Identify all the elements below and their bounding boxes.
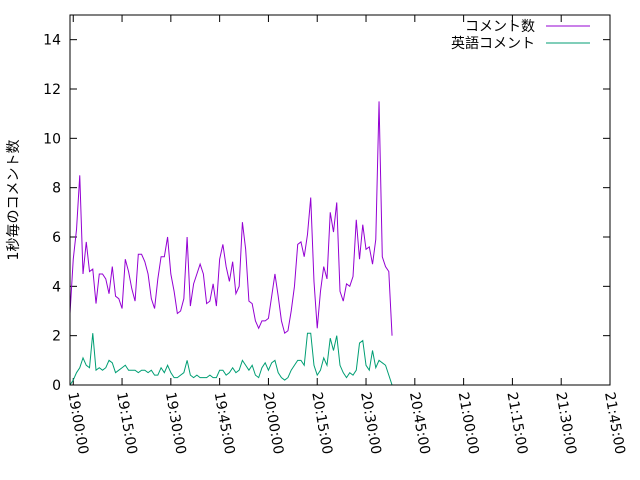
plot-frame — [69, 14, 611, 386]
y-tick-label: 6 — [52, 230, 61, 246]
x-tick-label: 19:45:00 — [211, 391, 238, 456]
y-tick-label: 4 — [52, 279, 61, 295]
y-tick-label: 2 — [52, 329, 61, 345]
x-tick-label: 21:45:00 — [601, 391, 628, 456]
legend: コメント数 英語コメント — [451, 19, 590, 52]
series-line-0 — [69, 101, 393, 336]
series-line-1 — [69, 332, 393, 386]
legend-label-english-comments: 英語コメント — [451, 35, 535, 52]
y-tick-label: 10 — [43, 131, 61, 147]
x-tick-label: 21:00:00 — [455, 391, 482, 456]
x-tick-label: 19:00:00 — [64, 391, 91, 456]
y-tick-label: 12 — [43, 82, 61, 98]
x-tick-label: 20:30:00 — [357, 391, 384, 456]
y-axis-title: 1秒毎のコメント数 — [6, 140, 22, 261]
y-tick-label: 0 — [52, 378, 61, 394]
x-tick-label: 19:30:00 — [162, 391, 189, 456]
x-tick-label: 20:45:00 — [406, 391, 433, 456]
x-tick-label: 20:00:00 — [259, 391, 286, 456]
legend-label-comments: コメント数 — [465, 19, 535, 35]
x-tick-label: 21:30:00 — [552, 391, 579, 456]
x-tick-label: 21:15:00 — [503, 391, 530, 456]
y-tick-label: 8 — [52, 181, 61, 197]
x-tick-label: 19:15:00 — [113, 391, 140, 456]
x-tick-label: 20:15:00 — [308, 391, 335, 456]
y-tick-label: 14 — [43, 33, 61, 49]
